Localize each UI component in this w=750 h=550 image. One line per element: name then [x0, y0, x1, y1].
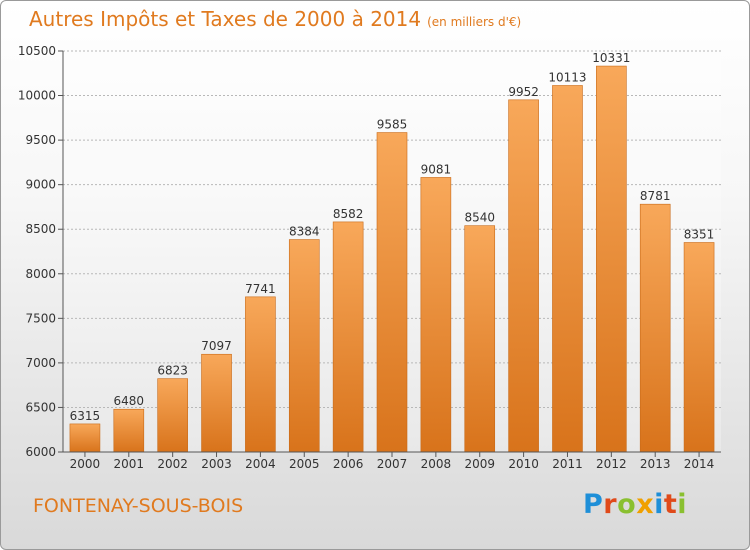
bar-value-label: 8351: [684, 227, 715, 241]
bar: [420, 177, 452, 453]
x-tick-label: 2010: [508, 457, 539, 471]
bar-value-label: 9952: [508, 85, 539, 99]
bar-value-label: 6480: [114, 394, 145, 408]
chart-unit: (en milliers d'€): [427, 15, 522, 29]
bar: [552, 85, 583, 453]
bar-value-label: 6315: [70, 409, 101, 423]
logo-letter: P: [583, 489, 604, 520]
bar-value-label: 9081: [421, 162, 452, 176]
chart-title: Autres Impôts et Taxes de 2000 à 2014 (en…: [29, 7, 521, 31]
x-tick-label: 2000: [70, 457, 101, 471]
chart-title-text: Autres Impôts et Taxes de 2000 à 2014: [29, 7, 422, 31]
y-tick-label: 6500: [25, 400, 56, 414]
bar: [201, 353, 232, 453]
bar: [683, 242, 715, 453]
x-tick-label: 2002: [157, 457, 188, 471]
bar-layer: 6315 6480 6823 7097 7741 8384 8582 9585 9081 8540…: [69, 51, 715, 453]
axis-layer: 6000 6500 7000 7500 8000 8500 9000 9500 10000 105…: [18, 44, 721, 471]
y-tick-label: 10000: [18, 89, 56, 103]
bar: [332, 221, 364, 453]
logo-letter: i: [677, 489, 688, 520]
bar: [508, 99, 539, 453]
y-tick-label: 10500: [18, 44, 56, 58]
bar-value-label: 10113: [548, 70, 586, 84]
x-tick-label: 2006: [333, 457, 364, 471]
x-tick-label: 2003: [201, 457, 232, 471]
logo-letter: r: [603, 489, 618, 520]
bar: [157, 378, 188, 453]
proxiti-logo[interactable]: Proxiti: [583, 489, 687, 520]
bar: [639, 203, 671, 453]
x-tick-label: 2011: [552, 457, 583, 471]
y-tick-label: 9000: [25, 178, 56, 192]
logo-letter: x: [636, 489, 655, 520]
bar: [113, 408, 145, 453]
bar-value-label: 8540: [464, 211, 495, 225]
city-name: FONTENAY-SOUS-BOIS: [33, 495, 244, 517]
bar: [376, 132, 408, 453]
x-tick-label: 2009: [464, 457, 495, 471]
logo-letter: o: [617, 489, 637, 520]
y-tick-label: 9500: [25, 133, 56, 147]
y-tick-label: 7500: [25, 311, 56, 325]
logo-letter: i: [654, 489, 664, 520]
y-tick-label: 6000: [25, 445, 56, 459]
bar-value-label: 7097: [201, 339, 232, 353]
x-tick-label: 2013: [640, 457, 671, 471]
x-tick-label: 2007: [377, 457, 408, 471]
bar-value-label: 8582: [333, 207, 364, 221]
logo-letter: t: [663, 489, 678, 520]
bar: [596, 65, 627, 453]
bar-value-label: 8384: [289, 225, 320, 239]
x-tick-label: 2004: [245, 457, 276, 471]
bar: [464, 225, 496, 453]
bar-value-label: 9585: [377, 118, 408, 132]
bar-value-label: 10331: [592, 51, 630, 65]
y-tick-label: 8000: [25, 267, 56, 281]
bar-value-label: 6823: [157, 364, 188, 378]
bar-value-label: 7741: [245, 282, 276, 296]
bar: [69, 423, 101, 453]
x-tick-label: 2001: [114, 457, 145, 471]
x-tick-label: 2012: [596, 457, 627, 471]
bar: [245, 296, 276, 453]
bar-value-label: 8781: [640, 189, 671, 203]
bar: [288, 239, 320, 453]
x-tick-label: 2008: [421, 457, 452, 471]
x-tick-label: 2005: [289, 457, 320, 471]
y-tick-label: 8500: [25, 222, 56, 236]
x-tick-label: 2014: [684, 457, 715, 471]
y-tick-label: 7000: [25, 356, 56, 370]
